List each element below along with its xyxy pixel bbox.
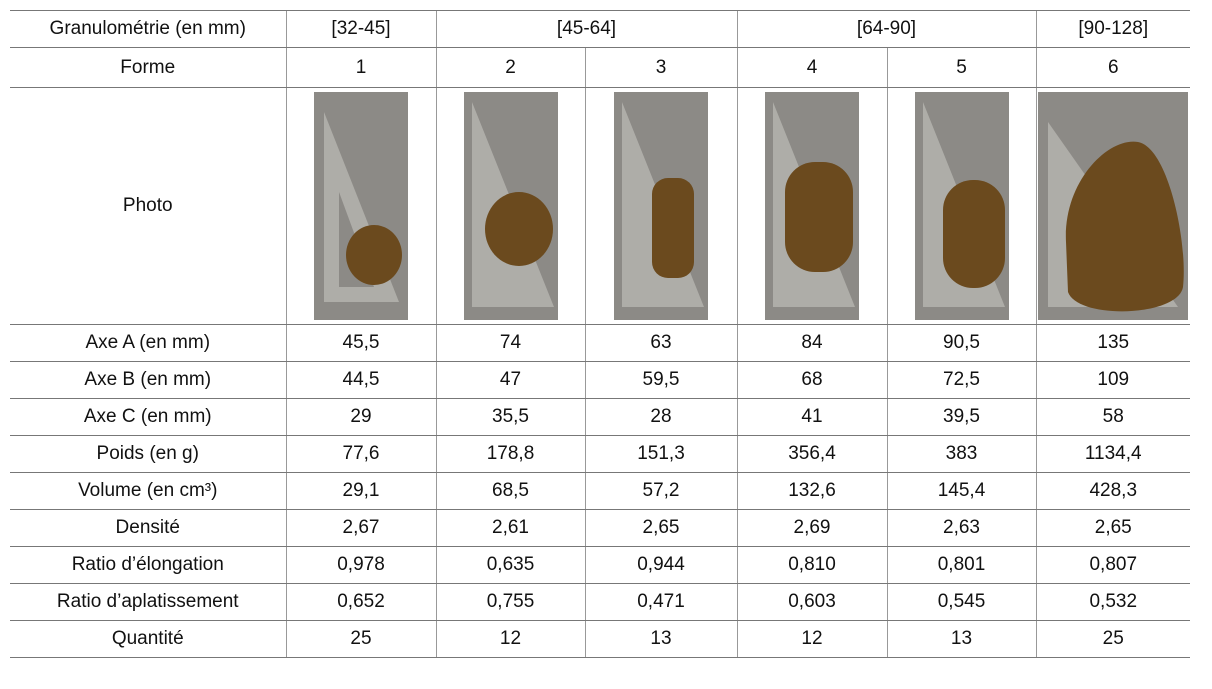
cell: 77,6 [285,435,436,473]
cell: 59,5 [584,361,737,399]
row-label: Ratio d’élongation [10,546,286,584]
cell: 3 [584,47,737,88]
cell: 2,67 [285,509,436,547]
cell: 2,69 [736,509,887,547]
header-row: Granulométrie (en mm) [32-45] [45-64] [6… [10,10,1190,48]
cell: 0,652 [285,583,436,621]
cell: 39,5 [886,398,1036,436]
photo-row: Photo [10,87,1190,325]
cell: 12 [736,620,887,658]
data-row: Axe C (en mm) 29 35,5 28 41 39,5 58 [10,398,1190,436]
cell: 0,810 [736,546,887,584]
cell: 428,3 [1035,472,1190,510]
photo [463,92,558,320]
cell: 47 [435,361,585,399]
header-label: Granulométrie (en mm) [10,10,286,48]
cell: 1134,4 [1035,435,1190,473]
photo [314,92,408,320]
cell: 178,8 [435,435,585,473]
cell: 0,545 [886,583,1036,621]
cell: 29,1 [285,472,436,510]
cell: 74 [435,324,585,362]
cell: 0,755 [435,583,585,621]
cell: 0,635 [435,546,585,584]
row-label: Forme [10,47,286,88]
cell: 2,65 [584,509,737,547]
header-group: [32-45] [285,10,436,48]
cell: 13 [886,620,1036,658]
header-group: [45-64] [435,10,737,48]
cell: 356,4 [736,435,887,473]
data-row: Volume (en cm³) 29,1 68,5 57,2 132,6 145,4 428… [10,472,1190,510]
cell: 12 [435,620,585,658]
cell: 68,5 [435,472,585,510]
cell: 2 [435,47,585,88]
photo [765,92,859,320]
cell: 151,3 [584,435,737,473]
cell: 68 [736,361,887,399]
data-row: Axe B (en mm) 44,5 47 59,5 68 72,5 109 [10,361,1190,399]
row-label: Axe A (en mm) [10,324,286,362]
cell: 44,5 [285,361,436,399]
row-label: Axe C (en mm) [10,398,286,436]
cell: 45,5 [285,324,436,362]
cell: 2,61 [435,509,585,547]
cell: 72,5 [886,361,1036,399]
cell: 2,65 [1035,509,1190,547]
cell: 41 [736,398,887,436]
cell: 57,2 [584,472,737,510]
data-row: Ratio d’aplatissement 0,652 0,755 0,471 0,60… [10,583,1190,621]
row-label: Volume (en cm³) [10,472,286,510]
data-row: Densité 2,67 2,61 2,65 2,69 2,63 2,65 [10,509,1190,547]
cell: 0,807 [1035,546,1190,584]
cell: 25 [285,620,436,658]
photo [914,92,1009,320]
data-row: Poids (en g) 77,6 178,8 151,3 356,4 383 1134,4 [10,435,1190,473]
row-label: Poids (en g) [10,435,286,473]
photo [1038,92,1189,320]
photo [614,92,708,320]
cell: 0,944 [584,546,737,584]
row-label: Ratio d’aplatissement [10,583,286,621]
cell: 63 [584,324,737,362]
cell: 0,532 [1035,583,1190,621]
cell: 0,978 [285,546,436,584]
cell: 35,5 [435,398,585,436]
data-row: Quantité 25 12 13 12 13 25 [10,620,1190,658]
header-group: [64-90] [736,10,1036,48]
row-label: Axe B (en mm) [10,361,286,399]
data-row: Ratio d’élongation 0,978 0,635 0,944 0,810 0,… [10,546,1190,584]
header-group: [90-128] [1035,10,1190,48]
cell: 6 [1035,47,1190,88]
cell: 383 [886,435,1036,473]
cell: 25 [1035,620,1190,658]
cell: 5 [886,47,1036,88]
cell: 58 [1035,398,1190,436]
cell: 135 [1035,324,1190,362]
row-label: Quantité [10,620,286,658]
cell: 132,6 [736,472,887,510]
data-row: Axe A (en mm) 45,5 74 63 84 90,5 135 [10,324,1190,362]
data-table: Granulométrie (en mm) [32-45] [45-64] [6… [10,10,1190,658]
cell: 109 [1035,361,1190,399]
cell: 0,801 [886,546,1036,584]
cell: 0,471 [584,583,737,621]
row-label: Densité [10,509,286,547]
cell: 145,4 [886,472,1036,510]
cell: 84 [736,324,887,362]
cell: 2,63 [886,509,1036,547]
cell: 4 [736,47,887,88]
cell: 28 [584,398,737,436]
cell: 1 [285,47,436,88]
cell: 0,603 [736,583,887,621]
cell: 29 [285,398,436,436]
cell: 13 [584,620,737,658]
row-label: Photo [10,87,286,325]
cell: 90,5 [886,324,1036,362]
